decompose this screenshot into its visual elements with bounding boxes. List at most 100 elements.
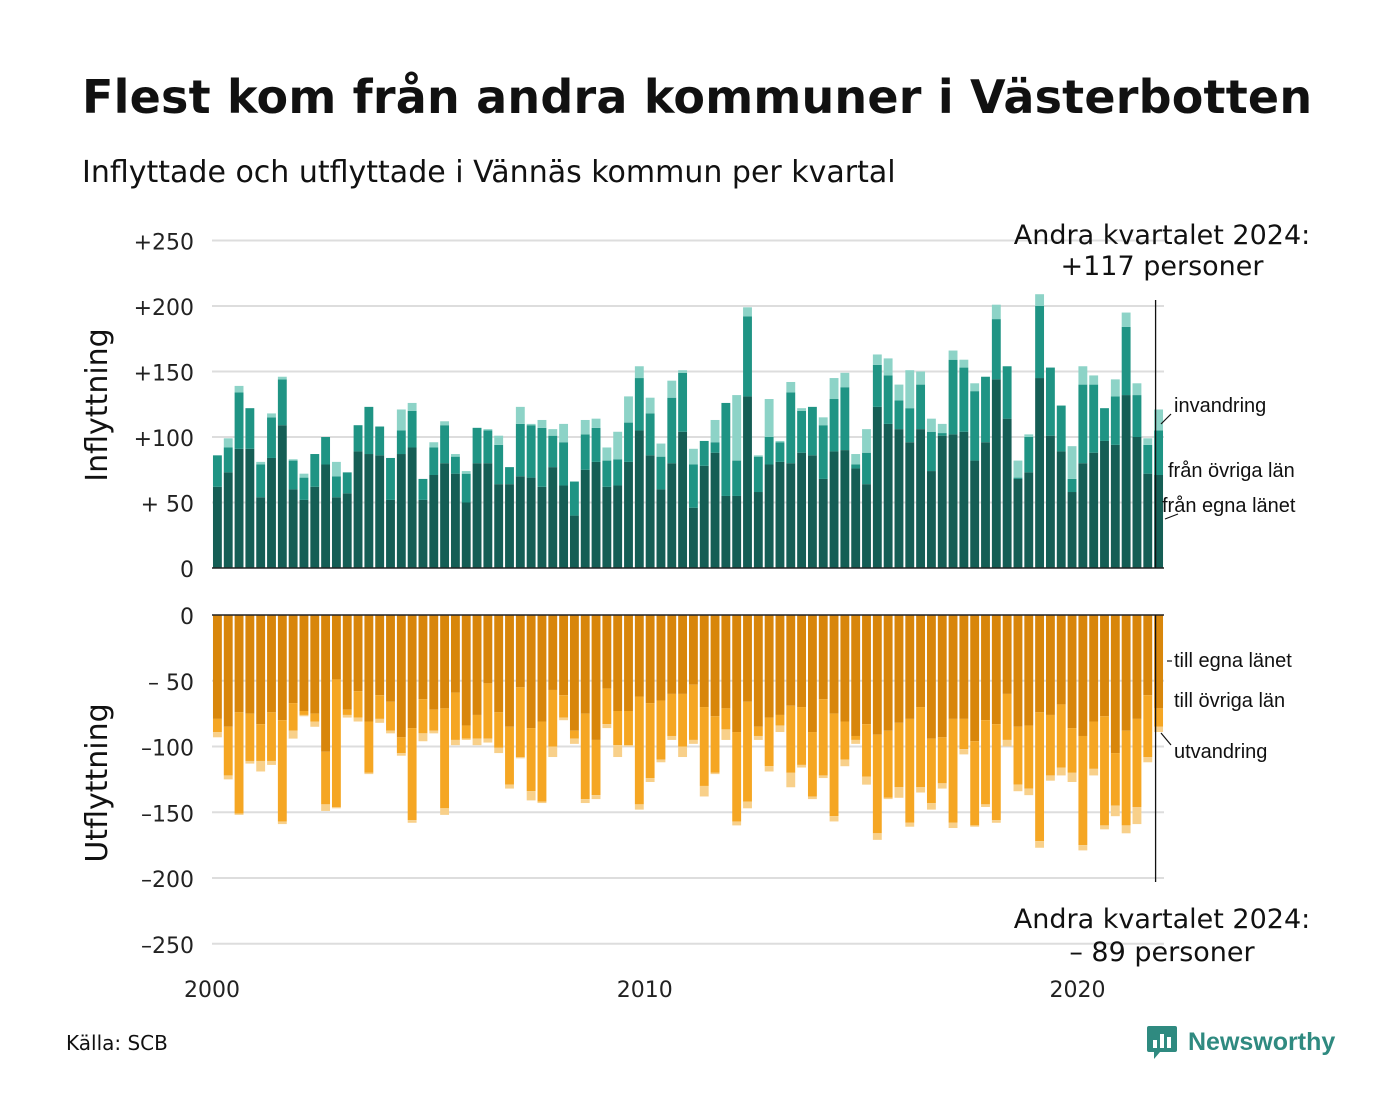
bar-in-1 (548, 435, 558, 468)
bar-in-1 (1089, 384, 1099, 453)
bar-in-0 (342, 493, 352, 568)
bar-out-2 (753, 735, 763, 740)
bar-out-1 (1110, 753, 1120, 806)
bar-out-1 (386, 701, 395, 731)
bar-in-0 (645, 455, 655, 568)
bar-out-1 (851, 735, 861, 740)
bar-out-2 (656, 759, 666, 763)
bar-out-0 (537, 615, 547, 722)
bar-out-0 (743, 615, 752, 702)
bar-in-2 (1089, 375, 1099, 385)
bar-out-2 (1067, 772, 1077, 783)
bar-out-2 (829, 816, 839, 822)
bar-out-1 (894, 722, 904, 788)
bar-in-2 (1024, 434, 1034, 437)
bar-out-2 (375, 718, 385, 723)
bar-in-2 (991, 304, 1001, 320)
bar-in-0 (440, 463, 450, 568)
bar-out-1 (375, 695, 385, 719)
bar-in-1 (386, 457, 395, 500)
bar-out-1 (288, 703, 298, 731)
bar-out-1 (537, 721, 547, 802)
bar-out-1 (429, 709, 439, 731)
bar-in-0 (494, 484, 504, 568)
bar-out-1 (223, 726, 233, 776)
bar-in-0 (483, 463, 493, 568)
bar-out-1 (959, 718, 969, 750)
bar-in-1 (699, 440, 709, 466)
bar-in-0 (548, 467, 558, 568)
bar-out-2 (1045, 775, 1055, 781)
bar-in-0 (1143, 473, 1153, 568)
bar-out-1 (764, 717, 774, 767)
ytick-label-bottom: – 50 (148, 671, 194, 696)
bar-in-2 (937, 423, 947, 434)
bar-out-2 (342, 714, 352, 718)
bar-out-1 (569, 730, 579, 739)
bar-out-1 (472, 714, 482, 739)
bar-in-0 (634, 430, 644, 568)
bar-out-2 (1110, 805, 1120, 817)
bar-out-1 (991, 724, 1001, 821)
bar-in-1 (331, 476, 341, 498)
bar-in-2 (851, 454, 861, 465)
bar-in-1 (483, 430, 493, 464)
bar-in-0 (321, 464, 331, 568)
bar-in-2 (613, 431, 623, 460)
bar-out-2 (429, 730, 439, 734)
bar-out-2 (764, 766, 774, 772)
xtick-label: 2000 (184, 978, 240, 1003)
bar-in-0 (1045, 435, 1055, 568)
bar-in-1 (807, 406, 817, 456)
bar-in-0 (764, 464, 774, 568)
bar-out-2 (256, 760, 266, 772)
bar-out-0 (1121, 615, 1131, 731)
bar-in-2 (483, 429, 493, 431)
bar-out-2 (862, 776, 871, 785)
bar-out-2 (1121, 825, 1131, 834)
bar-out-0 (775, 615, 785, 715)
bar-in-1 (840, 387, 850, 451)
bar-in-0 (797, 452, 807, 568)
bar-out-0 (807, 615, 817, 733)
bar-out-0 (386, 615, 395, 702)
bar-in-0 (678, 431, 688, 568)
annotation-top-value: +117 personer (1060, 251, 1264, 282)
bar-out-0 (559, 615, 569, 696)
bar-in-0 (288, 489, 298, 568)
annotation-bottom-value: – 89 personer (1069, 937, 1255, 968)
bar-out-2 (1143, 757, 1153, 763)
bar-in-0 (1100, 440, 1109, 568)
bar-out-0 (591, 615, 601, 740)
bar-out-2 (1100, 825, 1109, 830)
bar-out-2 (645, 778, 655, 783)
bar-in-1 (753, 456, 763, 493)
bar-in-0 (732, 495, 742, 568)
bar-out-0 (905, 615, 915, 719)
bar-out-0 (678, 615, 688, 694)
bar-out-2 (364, 772, 374, 775)
bar-in-2 (450, 454, 460, 457)
bar-out-0 (223, 615, 233, 727)
bar-out-0 (407, 615, 417, 729)
bar-in-0 (829, 451, 839, 568)
bar-in-1 (1024, 437, 1034, 473)
bar-out-1 (602, 688, 612, 725)
bar-out-1 (267, 712, 276, 761)
bar-out-1 (461, 725, 471, 739)
bar-out-2 (948, 822, 958, 829)
bar-out-0 (1078, 615, 1088, 736)
bar-out-2 (872, 833, 882, 840)
bar-in-1 (1056, 405, 1066, 452)
bar-out-2 (548, 746, 558, 758)
bar-in-0 (840, 450, 850, 568)
bar-in-0 (461, 502, 471, 568)
bar-out-2 (905, 822, 915, 827)
bar-out-2 (386, 730, 395, 734)
bar-in-0 (1089, 452, 1099, 568)
bar-out-1 (396, 737, 406, 754)
bar-out-0 (288, 615, 298, 704)
bar-out-2 (743, 801, 752, 809)
bar-in-0 (1067, 492, 1077, 568)
bar-in-0 (331, 497, 341, 568)
